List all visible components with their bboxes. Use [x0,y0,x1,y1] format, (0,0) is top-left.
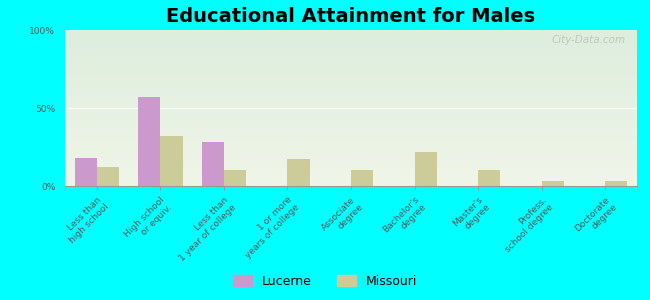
Bar [478,170,500,186]
Bar [138,97,161,186]
Bar [97,167,119,186]
Bar [202,142,224,186]
Bar [287,160,309,186]
Text: City-Data.com: City-Data.com [551,35,625,45]
Bar [75,158,97,186]
Bar [224,170,246,186]
Bar [541,181,564,186]
Legend: Lucerne, Missouri: Lucerne, Missouri [233,275,417,288]
Title: Educational Attainment for Males: Educational Attainment for Males [166,7,536,26]
Bar [161,136,183,186]
Bar [605,181,627,186]
Bar [415,152,437,186]
Bar [351,170,373,186]
